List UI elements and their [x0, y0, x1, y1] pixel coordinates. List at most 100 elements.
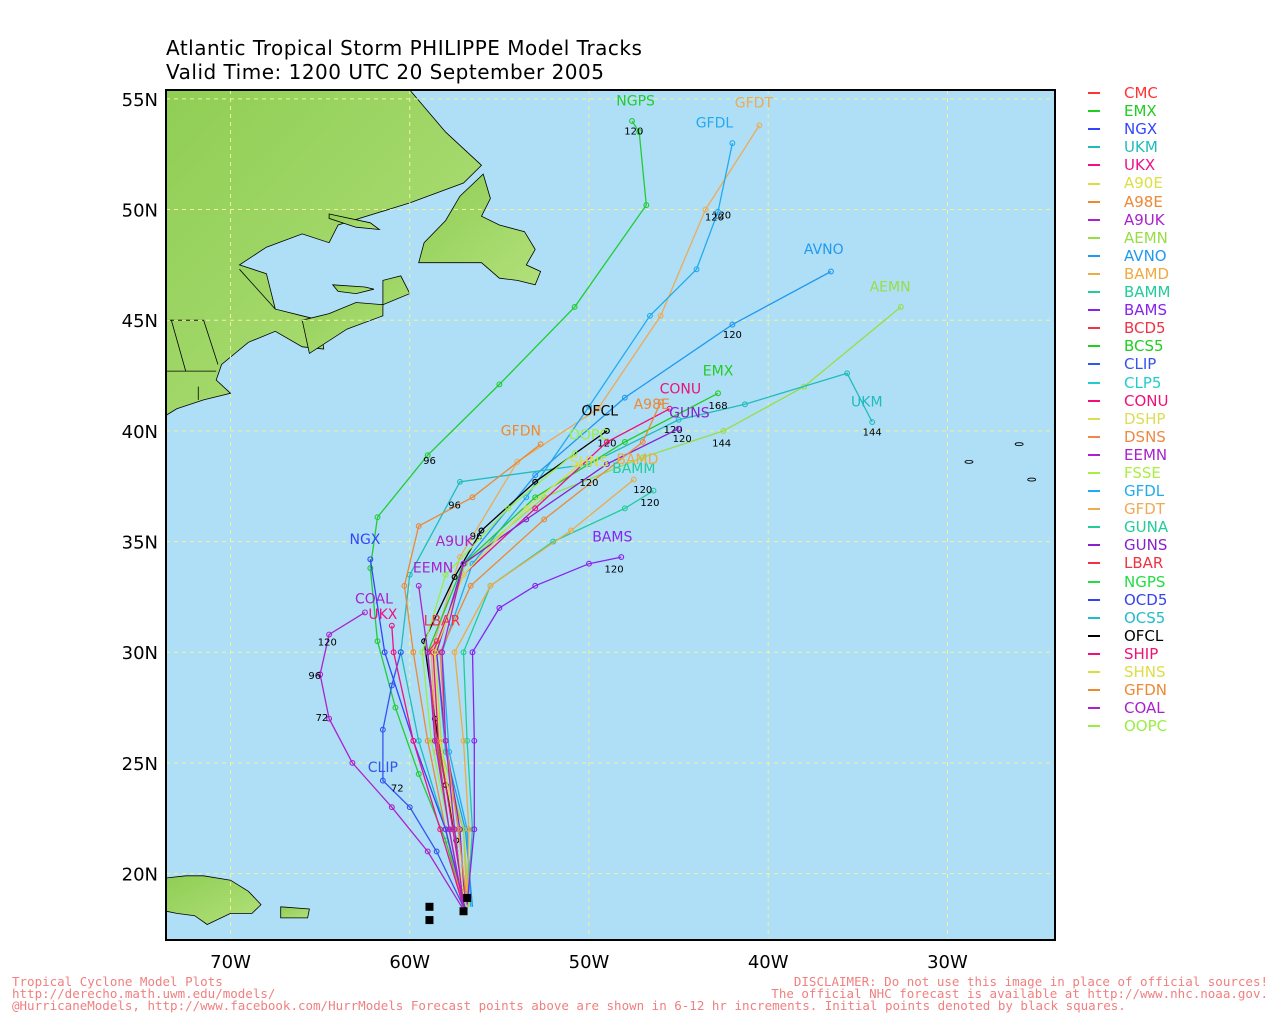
forecast-point	[455, 826, 462, 833]
forecast-point	[424, 848, 431, 855]
forecast-point	[523, 516, 530, 523]
lat-tick-label: 20N	[122, 865, 158, 886]
legend-item-bcs5: BCS5	[1088, 337, 1170, 355]
forecast-point	[424, 649, 431, 656]
azores-island	[964, 459, 974, 464]
azores-island	[1027, 477, 1037, 482]
forecast-point	[603, 427, 610, 434]
track-label: OOPC	[569, 428, 609, 444]
forecast-hour-label: 168	[708, 401, 727, 412]
disclaimer-line: The official NHC forecast is available a…	[771, 986, 1268, 1001]
nova-scotia-land	[301, 275, 411, 355]
lat-tick-label: 45N	[122, 311, 158, 332]
forecast-point	[431, 737, 438, 744]
forecast-point	[419, 649, 426, 656]
forecast-hour-label: 72	[316, 713, 329, 724]
forecast-point	[639, 454, 646, 461]
forecast-point	[869, 419, 876, 425]
forecast-point	[424, 737, 431, 744]
forecast-point	[317, 671, 324, 678]
forecast-point	[471, 737, 478, 744]
map-title: Atlantic Tropical Storm PHILIPPE Model T…	[166, 36, 643, 60]
legend-swatch	[1088, 236, 1100, 239]
forecast-point	[446, 826, 453, 833]
track-label: A98E	[634, 397, 670, 413]
track-label: CONU	[660, 381, 702, 397]
legend-label: GFDL	[1124, 482, 1165, 501]
graticule	[166, 90, 1055, 940]
forecast-point	[532, 478, 539, 485]
forecast-point	[401, 582, 408, 589]
legend-swatch	[1088, 435, 1100, 438]
legend-label: BAMD	[1124, 264, 1170, 283]
forecast-point	[741, 401, 748, 408]
forecast-point	[630, 476, 637, 483]
legend-swatch	[1088, 580, 1100, 583]
legend-item-cmc: CMC	[1088, 84, 1170, 102]
track-ukx: UKX	[368, 607, 465, 907]
forecast-point	[844, 370, 851, 377]
legend-item-shns: SHNS	[1088, 663, 1170, 681]
forecast-point	[397, 649, 404, 656]
track-line	[319, 611, 463, 908]
forecast-point	[621, 394, 628, 401]
track-label: GFDT	[735, 96, 774, 112]
legend-item-gfdt: GFDT	[1088, 500, 1170, 518]
legend-label: SHIP	[1124, 644, 1159, 663]
forecast-point	[586, 403, 592, 410]
track-line	[391, 625, 465, 907]
forecast-point	[621, 505, 628, 512]
legend-label: OOPC	[1124, 717, 1168, 736]
forecast-point	[505, 505, 512, 512]
forecast-point	[460, 826, 467, 833]
legend-label: GFDN	[1124, 681, 1168, 700]
legend-label: NGX	[1124, 120, 1158, 139]
legend-swatch	[1088, 110, 1100, 113]
lat-tick-label: 55N	[122, 90, 158, 111]
forecast-point	[388, 804, 395, 811]
track-label: EMX	[703, 364, 734, 380]
legend-label: OCS5	[1124, 608, 1166, 627]
initial-point-square	[425, 902, 434, 911]
legend-item-dshp: DSHP	[1088, 410, 1170, 428]
legend-swatch	[1088, 363, 1100, 366]
track-line	[462, 490, 654, 907]
forecast-hour-label: 120	[705, 213, 724, 224]
forecast-point	[675, 425, 682, 432]
footer-credits: Tropical Cyclone Model Plots http://dere…	[12, 975, 1126, 1012]
forecast-point	[361, 609, 368, 616]
track-label: AEMN	[870, 279, 911, 295]
forecast-point	[388, 682, 395, 689]
forecast-point	[410, 737, 417, 744]
footer-disclaimer: DISCLAIMER: Do not use this image in pla…	[771, 975, 1268, 1001]
north-america-land	[166, 90, 483, 416]
legend-label: SHNS	[1124, 663, 1166, 681]
forecast-point	[568, 527, 575, 534]
forecast-hour-label: 120	[318, 638, 337, 649]
forecast-hour-label: 120	[712, 210, 731, 221]
legend-item-bamm: BAMM	[1088, 283, 1170, 301]
track-line	[441, 563, 465, 907]
forecast-point	[646, 312, 653, 319]
track-coal: COAL 72 96 120	[308, 592, 463, 908]
legend-swatch	[1088, 128, 1100, 131]
legend-swatch	[1088, 92, 1100, 95]
legend-swatch	[1088, 146, 1100, 149]
legend-swatch	[1088, 164, 1100, 167]
footer-link[interactable]: http://derecho.math.uwm.edu/models/	[12, 986, 276, 1001]
forecast-point	[437, 737, 444, 744]
forecast-point	[451, 649, 458, 656]
lat-tick-label: 35N	[122, 533, 158, 554]
track-label: OFCL	[581, 403, 618, 419]
forecast-point	[406, 804, 413, 811]
legend-item-fsse: FSSE	[1088, 464, 1170, 482]
legend-swatch	[1088, 652, 1100, 655]
legend-label: DSHP	[1124, 409, 1166, 428]
forecast-point	[460, 649, 467, 656]
track-gfdl: GFDL 120	[439, 116, 736, 907]
forecast-point	[514, 458, 521, 465]
forecast-point	[451, 826, 458, 833]
forecast-point	[756, 122, 763, 129]
forecast-point	[618, 554, 625, 561]
legend-item-a90e: A90E	[1088, 174, 1170, 192]
